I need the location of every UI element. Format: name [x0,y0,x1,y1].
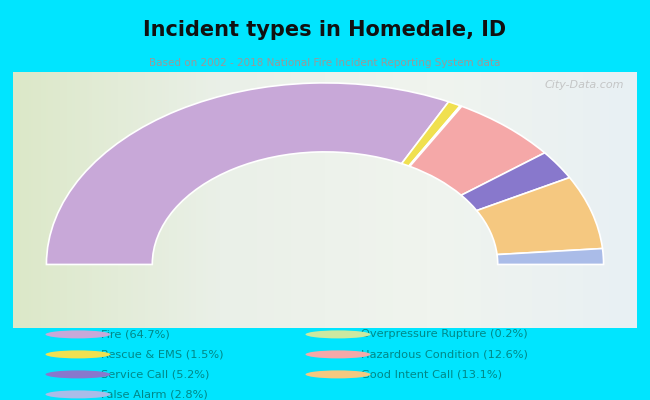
Wedge shape [476,178,603,254]
Text: City-Data.com: City-Data.com [545,80,625,90]
Circle shape [46,350,110,358]
Circle shape [306,330,370,338]
Text: Incident types in Homedale, ID: Incident types in Homedale, ID [144,20,506,40]
Text: Good Intent Call (13.1%): Good Intent Call (13.1%) [361,370,502,379]
Wedge shape [497,248,604,264]
Circle shape [46,330,110,338]
Wedge shape [402,102,460,166]
Wedge shape [462,153,569,210]
Wedge shape [409,106,462,166]
Text: Rescue & EMS (1.5%): Rescue & EMS (1.5%) [101,350,223,359]
Wedge shape [410,106,545,195]
Circle shape [46,370,110,378]
Text: Fire (64.7%): Fire (64.7%) [101,330,170,339]
Circle shape [46,390,110,398]
Text: Hazardous Condition (12.6%): Hazardous Condition (12.6%) [361,350,528,359]
Text: Service Call (5.2%): Service Call (5.2%) [101,370,209,379]
Wedge shape [46,83,448,264]
Text: False Alarm (2.8%): False Alarm (2.8%) [101,390,207,399]
Circle shape [306,370,370,378]
Circle shape [306,350,370,358]
Text: Overpressure Rupture (0.2%): Overpressure Rupture (0.2%) [361,330,527,339]
Text: Based on 2002 - 2018 National Fire Incident Reporting System data: Based on 2002 - 2018 National Fire Incid… [150,58,500,68]
